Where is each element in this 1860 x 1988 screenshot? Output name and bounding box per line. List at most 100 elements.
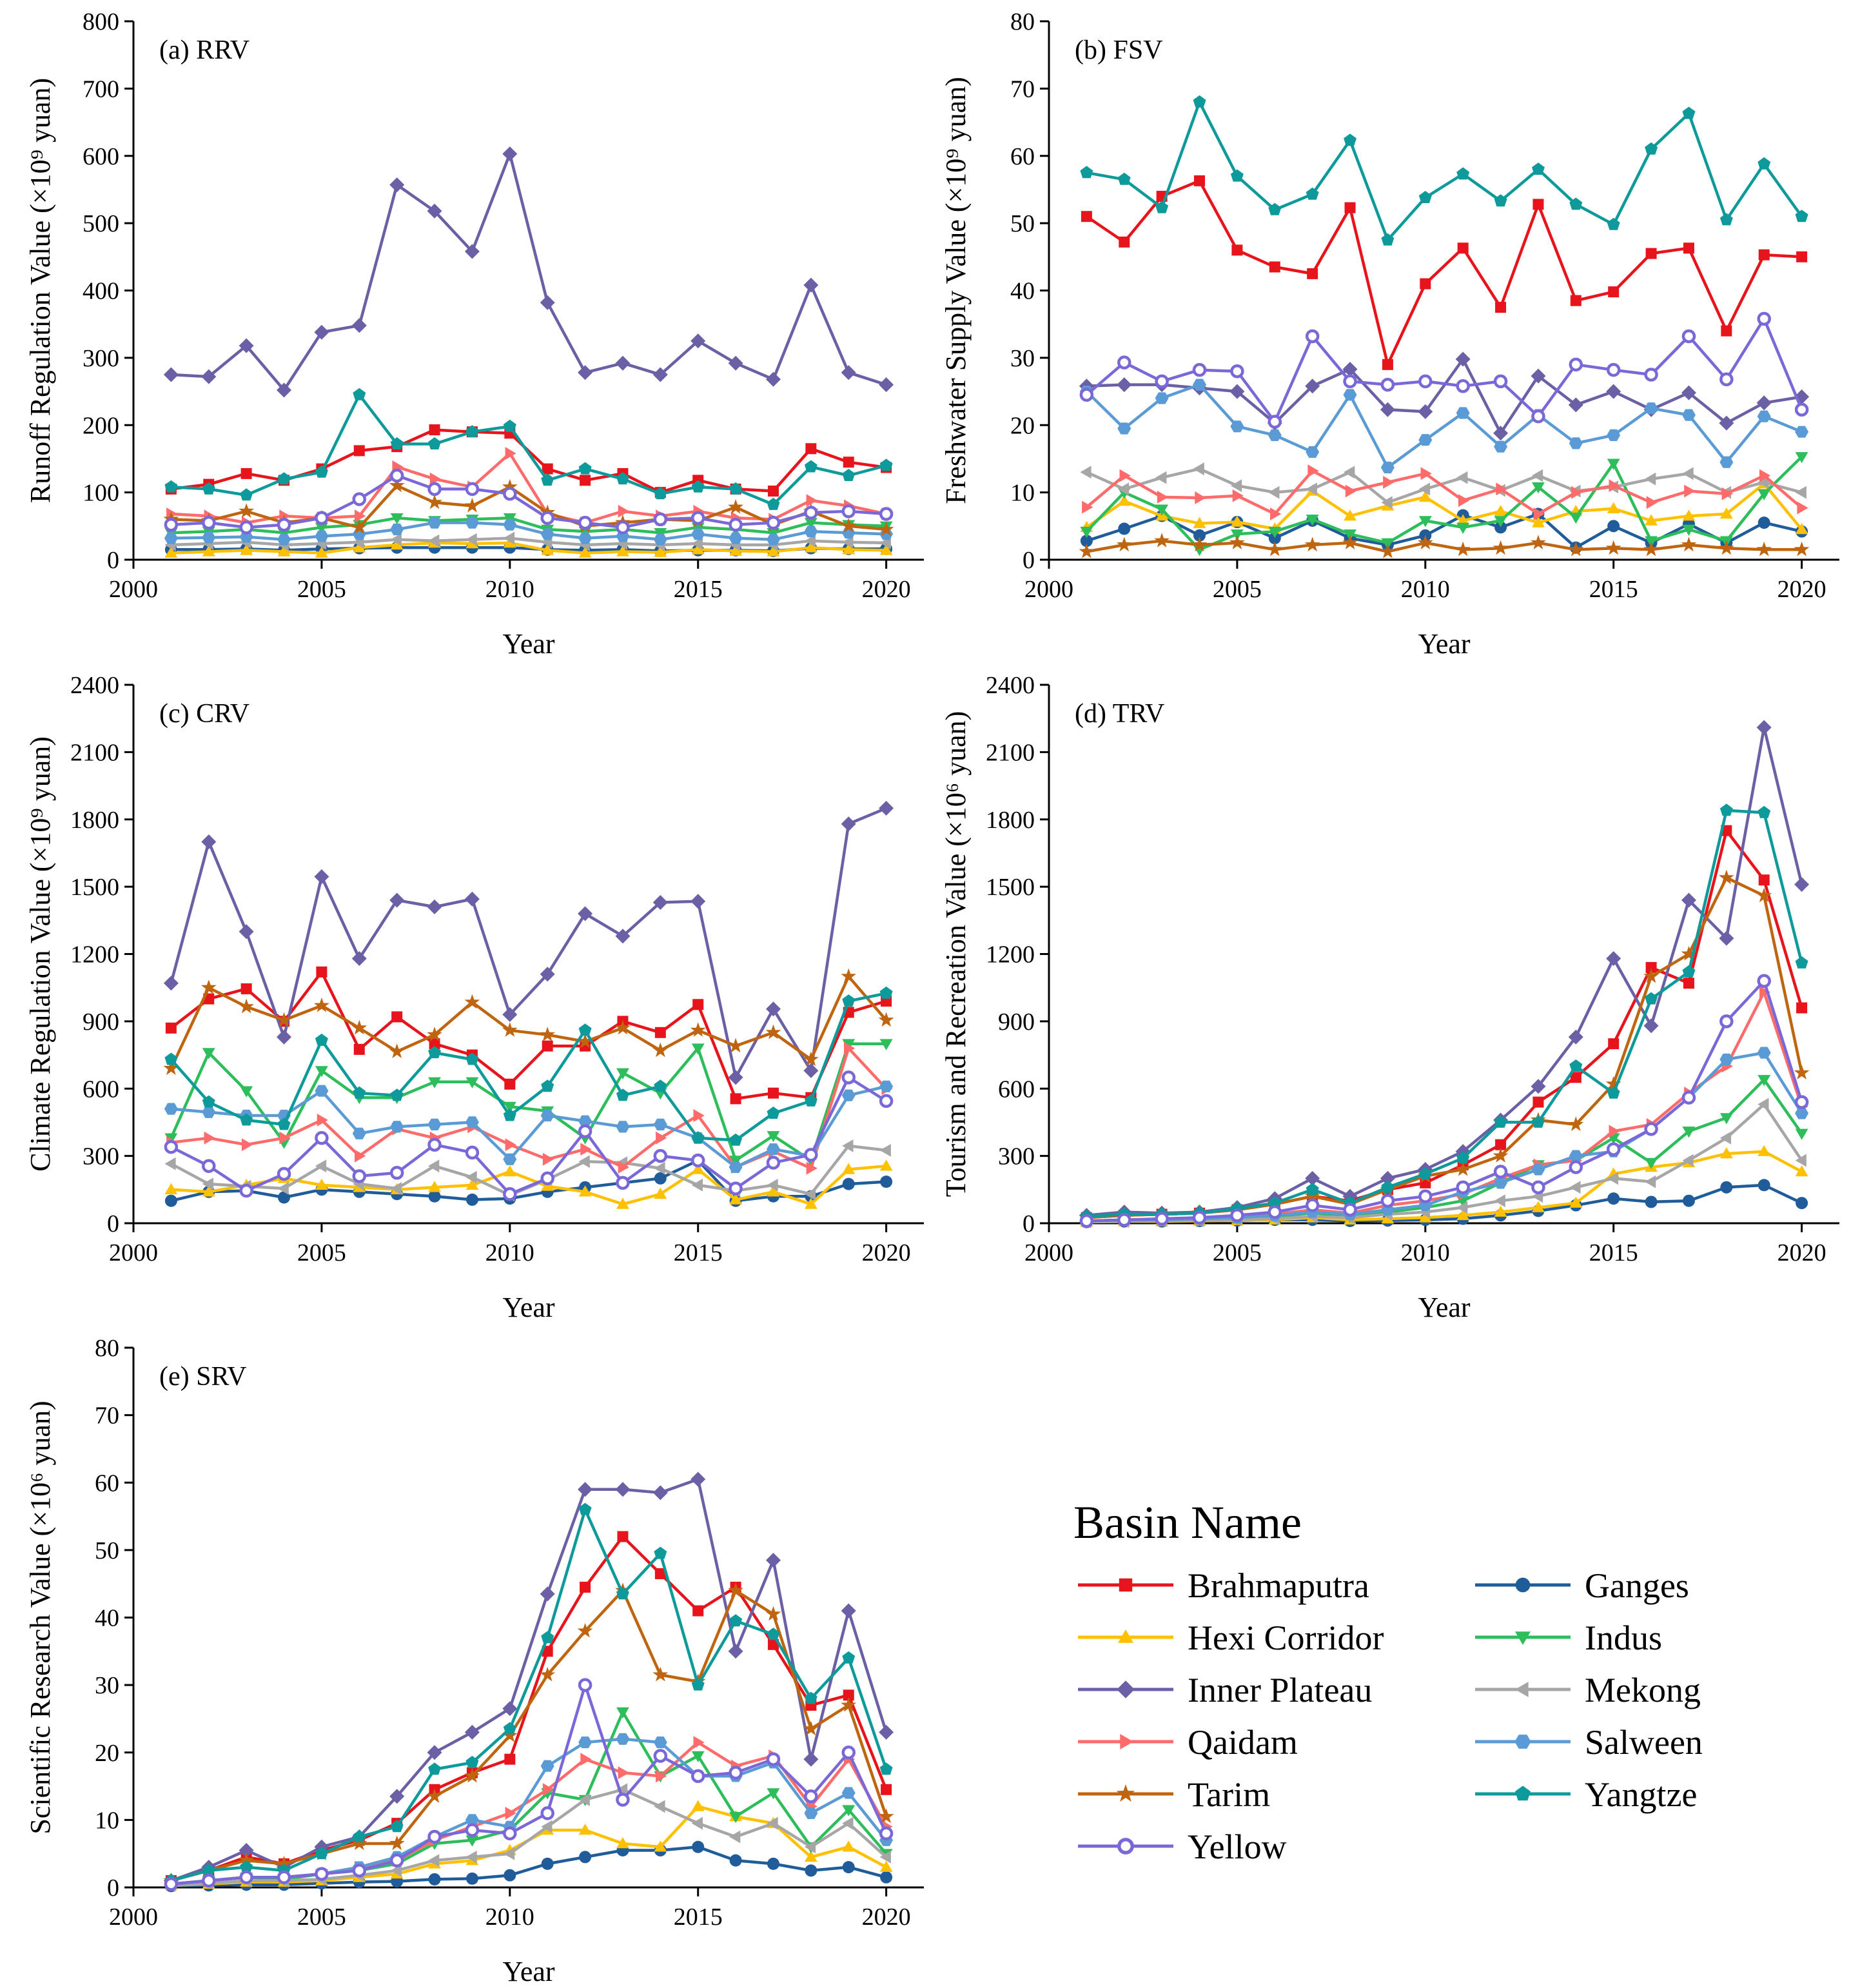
data-point xyxy=(277,1117,291,1130)
y-tick-label: 10 xyxy=(95,1807,119,1834)
y-tick-label: 600 xyxy=(998,1076,1035,1103)
data-point xyxy=(767,1143,780,1156)
data-point xyxy=(541,544,554,555)
data-point xyxy=(841,1697,857,1712)
data-point xyxy=(1605,1076,1621,1091)
data-point xyxy=(617,1531,629,1542)
panel-title: (a) RRV xyxy=(159,35,250,65)
y-tick-label: 40 xyxy=(1010,278,1035,305)
data-point xyxy=(879,458,893,471)
data-point xyxy=(1193,95,1206,108)
data-point xyxy=(1609,1125,1620,1138)
data-point xyxy=(353,445,365,457)
x-tick-label: 2015 xyxy=(674,576,723,603)
data-point xyxy=(1304,536,1320,552)
data-point xyxy=(804,1807,818,1819)
data-point xyxy=(1721,325,1732,337)
data-point xyxy=(1645,961,1657,973)
data-point xyxy=(1193,379,1206,391)
data-point xyxy=(540,967,555,982)
data-point xyxy=(1195,491,1206,504)
data-point xyxy=(1230,420,1244,433)
data-point xyxy=(804,541,817,553)
data-point xyxy=(502,146,518,162)
data-point xyxy=(616,520,630,535)
data-point xyxy=(1531,368,1546,384)
data-point xyxy=(390,437,404,449)
data-point xyxy=(204,1131,215,1145)
data-point xyxy=(541,473,554,486)
data-point xyxy=(1719,1014,1734,1028)
data-point xyxy=(1229,384,1245,399)
series-line-qaidam xyxy=(1085,469,1803,516)
data-point xyxy=(1381,233,1395,246)
data-point xyxy=(1457,242,1469,254)
data-point xyxy=(1719,803,1733,816)
chart-panel-e-srv: 2000 2005 2010 2015 2020 0 10 20 30 40 50 60 70 80 Yea… xyxy=(24,1335,924,1987)
data-point xyxy=(1569,1196,1583,1208)
data-point xyxy=(503,419,516,432)
data-point xyxy=(1157,491,1169,504)
data-point xyxy=(391,1011,403,1023)
data-point xyxy=(1117,377,1132,393)
data-point xyxy=(1305,379,1320,394)
data-point xyxy=(352,492,367,506)
legend-label: Yangtze xyxy=(1585,1775,1698,1814)
data-point xyxy=(465,1052,479,1065)
data-point xyxy=(1756,887,1772,903)
data-point xyxy=(1643,968,1659,983)
data-point xyxy=(315,1867,329,1881)
data-point xyxy=(429,424,440,436)
data-point xyxy=(1268,532,1281,545)
data-point xyxy=(693,1736,705,1749)
data-point xyxy=(1608,286,1620,298)
data-point xyxy=(1681,892,1696,908)
data-point xyxy=(691,1751,705,1762)
data-point xyxy=(615,1482,631,1497)
data-point xyxy=(1683,242,1694,254)
data-point xyxy=(654,487,667,500)
y-tick-label: 600 xyxy=(83,143,119,170)
y-tick-label: 50 xyxy=(95,1537,119,1564)
y-tick-label: 80 xyxy=(95,1335,119,1362)
data-point xyxy=(1381,496,1393,509)
data-point xyxy=(1796,1197,1808,1210)
data-point xyxy=(429,472,441,486)
data-point xyxy=(541,1857,554,1870)
legend-marker xyxy=(1116,1784,1135,1802)
data-point xyxy=(618,504,629,518)
data-point xyxy=(653,1118,667,1130)
data-point xyxy=(1418,404,1433,419)
y-tick-label: 1800 xyxy=(986,807,1035,834)
data-point xyxy=(1757,1047,1771,1059)
data-point xyxy=(1155,374,1169,389)
data-point xyxy=(843,457,854,468)
chart-panel-b-fsv: 2000 2005 2010 2015 2020 0 10 20 30 40 50 60 70 80 Yea… xyxy=(940,8,1839,660)
data-point xyxy=(505,1138,516,1152)
series-indus xyxy=(1080,452,1808,556)
data-point xyxy=(578,1124,592,1139)
series-indus xyxy=(164,1039,893,1167)
y-tick-label: 1200 xyxy=(986,941,1035,969)
data-point xyxy=(502,1007,518,1022)
data-point xyxy=(880,1176,893,1188)
data-point xyxy=(315,1066,328,1078)
data-point xyxy=(1531,1079,1546,1094)
data-point xyxy=(315,1131,329,1145)
data-point xyxy=(578,462,592,475)
data-point xyxy=(542,1152,554,1166)
legend-item-brahmaputra: Brahmaputra xyxy=(1078,1566,1369,1605)
data-point xyxy=(428,1159,440,1173)
data-point xyxy=(1267,541,1283,556)
data-point xyxy=(1607,502,1620,513)
data-point xyxy=(1380,544,1396,558)
data-point xyxy=(315,465,328,478)
data-point xyxy=(1494,1194,1505,1208)
x-axis-label: Year xyxy=(1418,1292,1470,1323)
data-point xyxy=(842,1163,856,1174)
data-point xyxy=(353,1086,366,1099)
y-tick-label: 0 xyxy=(107,1875,119,1902)
data-point xyxy=(465,1116,479,1128)
data-point xyxy=(164,1052,178,1065)
data-point xyxy=(652,1485,668,1501)
